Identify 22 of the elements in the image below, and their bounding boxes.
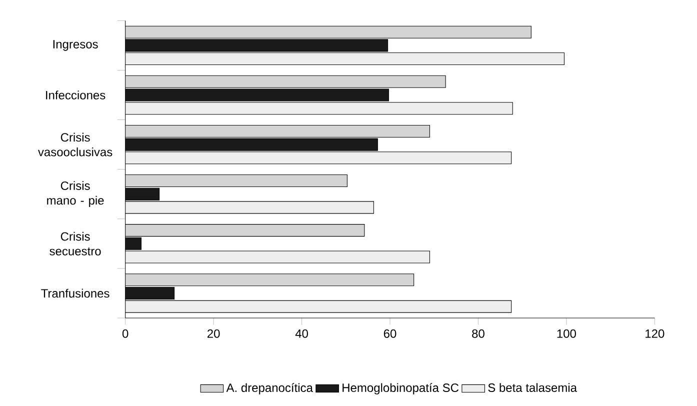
x-tick-label: 20	[207, 329, 220, 338]
y-tick-label: Tranfusiones	[41, 288, 110, 298]
bar	[125, 274, 414, 286]
bar	[125, 174, 348, 188]
x-tick-label: 80	[472, 329, 484, 338]
bar	[125, 224, 365, 237]
x-tick-label: 100	[557, 329, 576, 338]
x-tick-label: 120	[646, 329, 664, 338]
legend-label: A. drepanocítica	[226, 383, 313, 394]
legend-label: Hemoglobinopatía SC	[342, 383, 459, 394]
legend-label: S beta talasemia	[488, 383, 577, 392]
bar	[125, 26, 532, 38]
y-tick-label: Infecciones	[46, 90, 106, 100]
bar	[125, 124, 430, 138]
y-tick-label: Ingresos	[53, 40, 98, 51]
y-tick-label: Crisis secuestro	[50, 232, 101, 256]
x-tick-label: 60	[384, 329, 396, 338]
x-tick-label: 40	[295, 329, 308, 338]
y-tick-label: Crisis mano - pie	[47, 181, 104, 208]
y-tick-label: Crisis vasooclusivas	[38, 132, 112, 156]
bar	[125, 75, 446, 88]
x-tick-label: 0	[122, 329, 128, 338]
